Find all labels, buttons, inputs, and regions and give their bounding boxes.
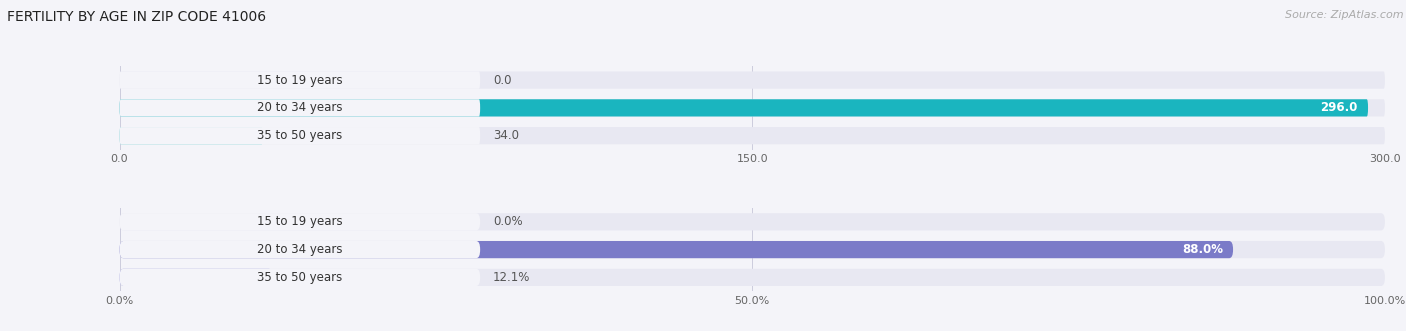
Text: 12.1%: 12.1% bbox=[494, 271, 530, 284]
FancyBboxPatch shape bbox=[120, 241, 481, 258]
Text: 20 to 34 years: 20 to 34 years bbox=[257, 243, 343, 256]
FancyBboxPatch shape bbox=[120, 127, 263, 144]
Text: 296.0: 296.0 bbox=[1320, 101, 1358, 115]
Text: 0.0: 0.0 bbox=[494, 73, 512, 87]
FancyBboxPatch shape bbox=[120, 241, 1233, 258]
FancyBboxPatch shape bbox=[120, 269, 273, 286]
Text: FERTILITY BY AGE IN ZIP CODE 41006: FERTILITY BY AGE IN ZIP CODE 41006 bbox=[7, 10, 266, 24]
FancyBboxPatch shape bbox=[120, 127, 1385, 144]
Text: 15 to 19 years: 15 to 19 years bbox=[257, 215, 343, 228]
FancyBboxPatch shape bbox=[120, 213, 481, 230]
FancyBboxPatch shape bbox=[120, 127, 481, 144]
Text: 0.0%: 0.0% bbox=[494, 215, 523, 228]
FancyBboxPatch shape bbox=[120, 71, 1385, 89]
FancyBboxPatch shape bbox=[120, 71, 481, 89]
FancyBboxPatch shape bbox=[120, 99, 1368, 117]
FancyBboxPatch shape bbox=[120, 269, 1385, 286]
Text: 15 to 19 years: 15 to 19 years bbox=[257, 73, 343, 87]
FancyBboxPatch shape bbox=[120, 99, 481, 117]
FancyBboxPatch shape bbox=[120, 269, 481, 286]
Text: Source: ZipAtlas.com: Source: ZipAtlas.com bbox=[1285, 10, 1403, 20]
FancyBboxPatch shape bbox=[120, 213, 1385, 230]
FancyBboxPatch shape bbox=[120, 241, 1385, 258]
Text: 35 to 50 years: 35 to 50 years bbox=[257, 271, 343, 284]
Text: 34.0: 34.0 bbox=[494, 129, 519, 142]
FancyBboxPatch shape bbox=[120, 99, 1385, 117]
Text: 20 to 34 years: 20 to 34 years bbox=[257, 101, 343, 115]
Text: 35 to 50 years: 35 to 50 years bbox=[257, 129, 343, 142]
Text: 88.0%: 88.0% bbox=[1182, 243, 1223, 256]
